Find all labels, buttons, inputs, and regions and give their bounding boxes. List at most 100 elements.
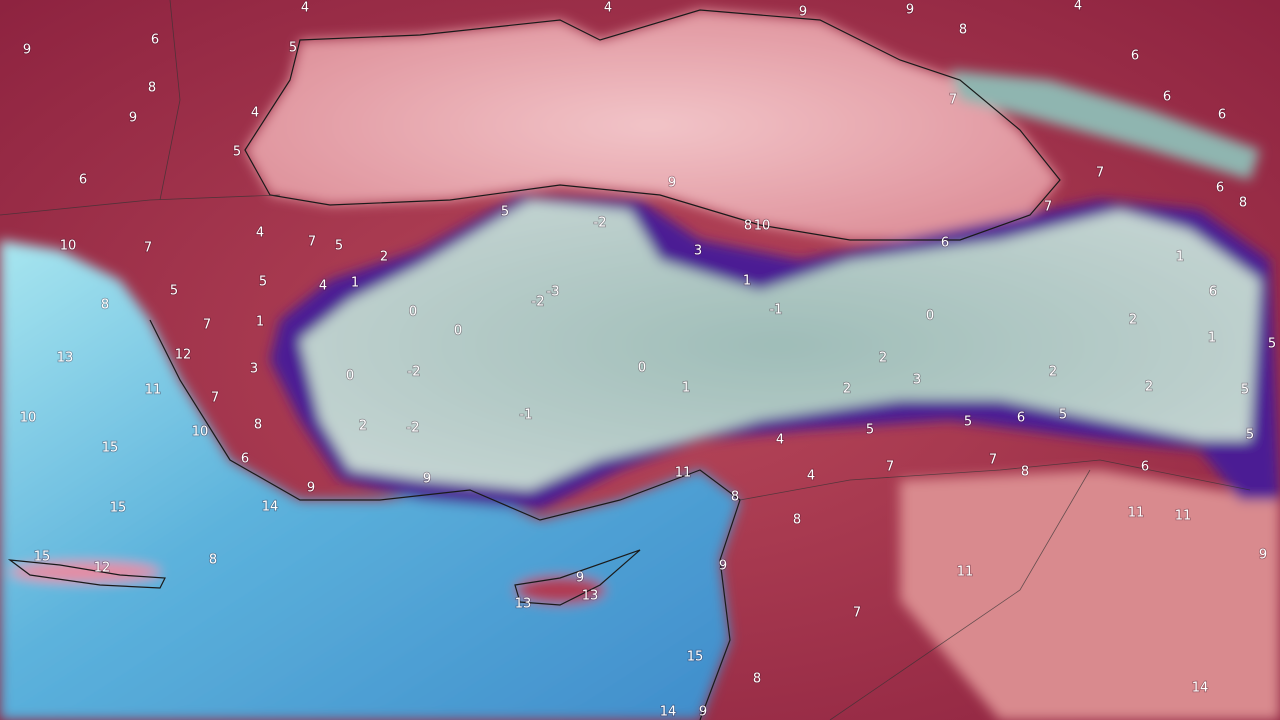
temperature-label: 5 (259, 275, 267, 290)
temperature-label: 9 (799, 5, 807, 20)
temperature-label: 0 (638, 361, 646, 376)
temperature-label: 1 (256, 315, 264, 330)
temperature-label: 12 (175, 348, 192, 363)
temperature-label: -2 (532, 295, 545, 310)
temperature-label: 5 (289, 41, 297, 56)
temperature-label: 7 (949, 93, 957, 108)
temperature-label: 10 (20, 411, 37, 426)
med-coast (149, 319, 741, 720)
temperature-label: 2 (380, 250, 388, 265)
crete-coast (7, 559, 166, 589)
temperature-label: 8 (1021, 465, 1029, 480)
temperature-label: 6 (1017, 411, 1025, 426)
border (0, 194, 281, 216)
temperature-label: 2 (359, 419, 367, 434)
temperature-label: 8 (101, 298, 109, 313)
temperature-label: 9 (423, 472, 431, 487)
temperature-label: 2 (879, 351, 887, 366)
temperature-label: 8 (148, 81, 156, 96)
temperature-label: 1 (1208, 331, 1216, 346)
temperature-label: 1 (1176, 250, 1184, 265)
temperature-label: 5 (501, 205, 509, 220)
temperature-label: 5 (1268, 337, 1276, 352)
temperature-label: 2 (843, 382, 851, 397)
temperature-label: 5 (964, 415, 972, 430)
warm-region (900, 470, 1280, 720)
crete (10, 562, 160, 582)
temperature-label: -1 (770, 303, 783, 318)
temperature-label: 6 (1218, 108, 1226, 123)
temperature-label: 9 (23, 43, 31, 58)
temperature-label: 7 (144, 241, 152, 256)
temperature-label: 15 (34, 550, 51, 565)
temperature-label: 7 (211, 391, 219, 406)
temperature-label: 0 (409, 305, 417, 320)
temperature-label: 4 (807, 469, 815, 484)
temperature-label: 5 (866, 423, 874, 438)
temperature-label: 8 (254, 418, 262, 433)
temperature-label: 3 (913, 373, 921, 388)
temperature-label: 6 (1163, 90, 1171, 105)
coastlines (7, 9, 1061, 720)
temperature-label: 4 (251, 106, 259, 121)
temperature-label: 6 (1131, 49, 1139, 64)
border (739, 459, 1251, 501)
temperature-label: 6 (79, 173, 87, 188)
temperature-label: 11 (145, 383, 162, 398)
temperature-label: 0 (346, 369, 354, 384)
temperature-label: 6 (151, 33, 159, 48)
temperature-label: 7 (853, 606, 861, 621)
temperature-label: 12 (94, 561, 111, 576)
temperature-label: 0 (926, 309, 934, 324)
cyprus (515, 576, 605, 604)
temperature-label: 5 (1246, 428, 1254, 443)
temperature-label: 0 (454, 324, 462, 339)
temperature-label: 5 (170, 284, 178, 299)
temperature-label: 5 (233, 145, 241, 160)
temperature-label: 6 (241, 452, 249, 467)
temperature-label: 8 (731, 490, 739, 505)
temperature-label: 7 (1044, 200, 1052, 215)
temperature-label: 2 (1049, 365, 1057, 380)
temperature-label: 7 (886, 460, 894, 475)
temperature-label: 10 (60, 239, 77, 254)
temperature-label: 6 (1209, 285, 1217, 300)
temperature-label: 8 (959, 23, 967, 38)
temperature-label: 7 (203, 318, 211, 333)
border (829, 469, 1091, 720)
temperature-label: 15 (102, 441, 119, 456)
temperature-label: 8 (209, 553, 217, 568)
temperature-label: -2 (594, 216, 607, 231)
temperature-label: -1 (520, 408, 533, 423)
temperature-label: 4 (604, 1, 612, 16)
temperature-label: 13 (57, 351, 74, 366)
temperature-label: 7 (989, 453, 997, 468)
temperature-label: 2 (1145, 380, 1153, 395)
temperature-label: 5 (335, 239, 343, 254)
temperature-label: 7 (308, 235, 316, 250)
temperature-label: 4 (1074, 0, 1082, 14)
borders (0, 0, 1251, 720)
temperature-label: 11 (1128, 506, 1145, 521)
temperature-label: 1 (743, 274, 751, 289)
temperature-label: 11 (957, 565, 974, 580)
temperature-label: 10 (754, 219, 771, 234)
temperature-label: 9 (576, 571, 584, 586)
anatolia-cold (300, 200, 1260, 490)
temperature-label: 9 (699, 705, 707, 720)
temperature-label: 9 (668, 176, 676, 191)
temperature-label: 6 (1216, 181, 1224, 196)
caucasus-cold (950, 70, 1260, 180)
temperature-label: 1 (682, 381, 690, 396)
temperature-label: 2 (1129, 313, 1137, 328)
temperature-label: -3 (547, 285, 560, 300)
temperature-label: 10 (192, 425, 209, 440)
temperature-label: 11 (1175, 509, 1192, 524)
temperature-label: 5 (1241, 383, 1249, 398)
temperature-label: 11 (675, 466, 692, 481)
temperature-label: 13 (582, 589, 599, 604)
temperature-label: 8 (793, 513, 801, 528)
temperature-label: 14 (262, 500, 279, 515)
